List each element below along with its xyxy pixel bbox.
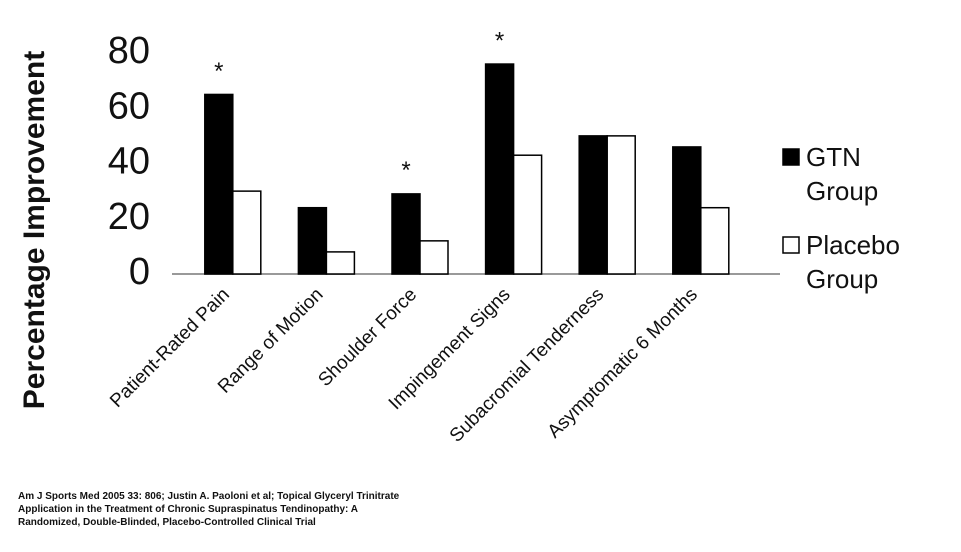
x-tick-label: Subacromial Tenderness — [446, 284, 608, 446]
significance-marker: * — [214, 58, 223, 85]
y-tick-label: 40 — [108, 141, 150, 183]
x-tick-label: Patient-Rated Pain — [106, 284, 234, 412]
bar — [606, 135, 636, 275]
citation: Am J Sports Med 2005 33: 806; Justin A. … — [18, 491, 400, 528]
legend-label: Placebo Group — [806, 230, 900, 294]
y-tick-label: 80 — [108, 30, 150, 72]
significance-marker: * — [401, 157, 410, 184]
x-tick-label: Shoulder Force — [314, 284, 421, 391]
significance-marker: * — [495, 27, 504, 54]
bar — [512, 154, 543, 275]
bar — [391, 193, 421, 275]
legend-swatch — [782, 236, 800, 254]
bar — [232, 190, 262, 275]
bar — [672, 146, 702, 275]
y-tick-label: 60 — [108, 85, 150, 127]
y-axis-title: Percentage Improvement — [18, 51, 51, 409]
bar — [484, 63, 515, 275]
bar — [204, 93, 234, 275]
x-tick-label: Asymptomatic 6 Months — [544, 284, 702, 442]
bar — [297, 206, 328, 275]
legend-label: GTN Group — [806, 142, 879, 206]
y-tick-label: 0 — [129, 251, 150, 293]
bar — [325, 251, 356, 275]
bar — [578, 135, 608, 275]
bar — [419, 240, 449, 275]
legend-swatch — [782, 148, 800, 166]
bar — [700, 206, 730, 275]
y-tick-label: 20 — [108, 196, 150, 238]
